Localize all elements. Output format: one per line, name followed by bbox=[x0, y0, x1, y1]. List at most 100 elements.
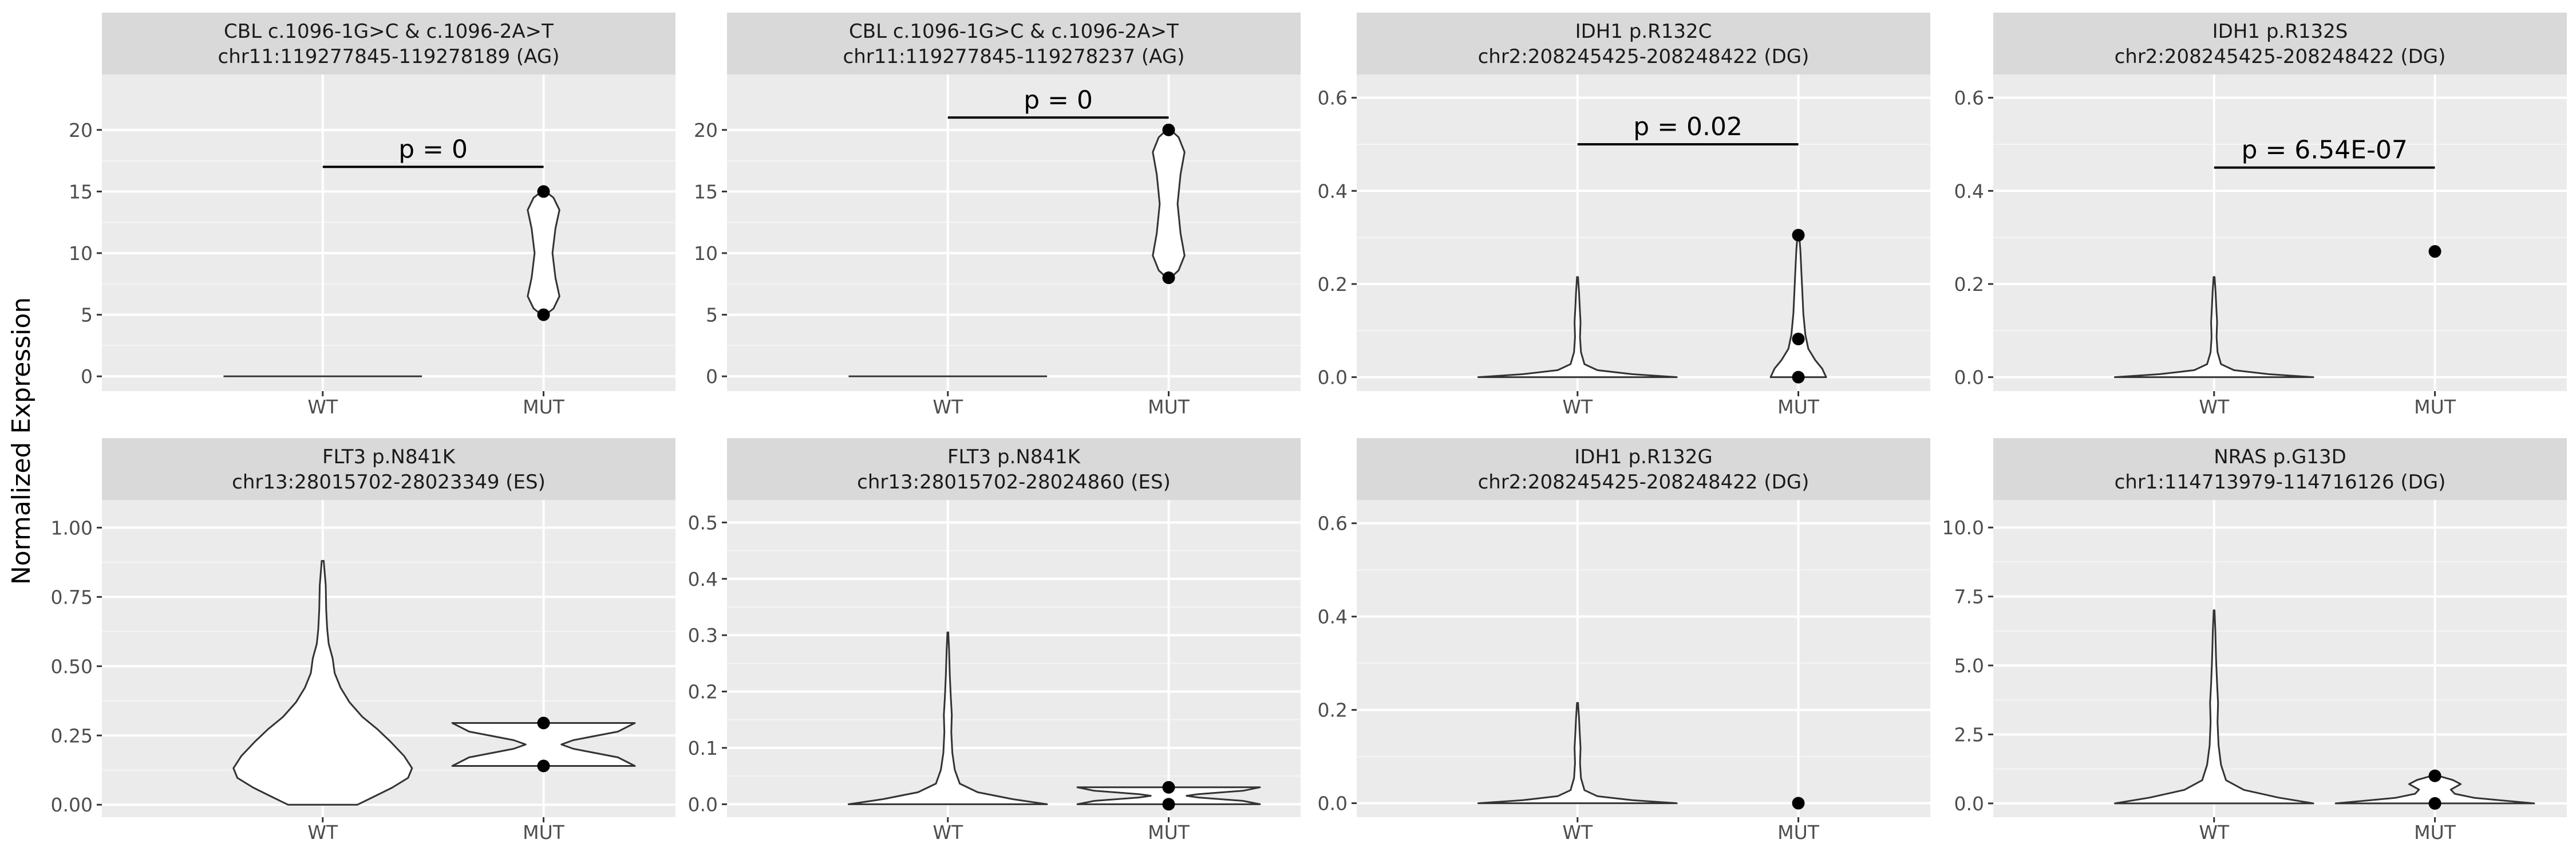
plot-background bbox=[1357, 74, 1930, 391]
facet-title-line1: IDH1 p.R132S bbox=[2212, 20, 2348, 43]
y-tick-label: 0.2 bbox=[1318, 699, 1348, 722]
y-tick-label: 0.4 bbox=[1318, 606, 1348, 628]
facet-strip bbox=[727, 438, 1301, 500]
y-tick-label: 0.6 bbox=[1954, 87, 1984, 109]
p-value-label: p = 6.54E-07 bbox=[2241, 136, 2407, 165]
y-tick-label: 15 bbox=[69, 180, 93, 203]
data-point bbox=[1162, 123, 1175, 136]
x-tick-label-mut: MUT bbox=[2414, 821, 2456, 844]
facet-title-line1: CBL c.1096-1G>C & c.1096-2A>T bbox=[849, 20, 1179, 43]
data-point bbox=[1162, 271, 1175, 285]
facet-title-line2: chr2:208245425-208248422 (DG) bbox=[1478, 45, 1809, 68]
facet-panel: FLT3 p.N841K chr13:28015702-28024860 (ES)… bbox=[688, 438, 1301, 844]
data-point bbox=[537, 308, 550, 321]
violin-wt bbox=[2113, 609, 2314, 805]
y-tick-label: 0.3 bbox=[688, 624, 718, 647]
y-tick-label: 0.0 bbox=[688, 793, 718, 815]
plot-background bbox=[727, 74, 1301, 391]
facet-strip bbox=[1993, 13, 2567, 74]
facet-strip bbox=[102, 13, 675, 74]
violin-mut bbox=[1076, 786, 1261, 805]
y-tick-label: 0.2 bbox=[1954, 273, 1984, 295]
y-tick-label: 0.2 bbox=[688, 681, 718, 703]
x-tick-label-wt: WT bbox=[2199, 821, 2230, 844]
y-tick-label: 0.6 bbox=[1318, 513, 1348, 535]
facet-title-line1: IDH1 p.R132G bbox=[1574, 446, 1712, 468]
violin-wt bbox=[232, 559, 413, 806]
y-tick-label: 20 bbox=[694, 119, 718, 141]
y-tick-label: 20 bbox=[69, 119, 93, 141]
facet-title-line1: FLT3 p.N841K bbox=[947, 446, 1081, 468]
data-point bbox=[537, 185, 550, 198]
x-tick-label-wt: WT bbox=[307, 396, 338, 418]
violin-wt bbox=[847, 631, 1048, 805]
facet-title-line2: chr2:208245425-208248422 (DG) bbox=[1478, 471, 1809, 494]
p-value-label: p = 0 bbox=[398, 135, 468, 164]
violin-mut bbox=[451, 722, 636, 767]
plot-background bbox=[727, 500, 1301, 817]
facet-strip bbox=[1357, 438, 1930, 500]
y-tick-label: 0.4 bbox=[1318, 180, 1348, 202]
y-tick-label: 0.0 bbox=[1318, 793, 1348, 815]
y-tick-label: 0.6 bbox=[1318, 87, 1348, 109]
y-tick-label: 0.1 bbox=[688, 737, 718, 759]
plot-background bbox=[1993, 74, 2567, 391]
plot-background bbox=[102, 74, 675, 391]
facet-title-line2: chr2:208245425-208248422 (DG) bbox=[2115, 45, 2446, 68]
data-point bbox=[1792, 371, 1805, 384]
y-tick-label: 0.2 bbox=[1318, 273, 1348, 295]
facet-panel: CBL c.1096-1G>C & c.1096-2A>Tchr11:11927… bbox=[69, 13, 675, 418]
y-tick-label: 1.00 bbox=[51, 517, 93, 539]
data-point bbox=[537, 759, 550, 773]
y-tick-label: 0 bbox=[81, 365, 93, 388]
y-tick-label: 0.50 bbox=[51, 655, 93, 677]
facet-strip bbox=[727, 13, 1301, 74]
data-point bbox=[537, 716, 550, 730]
x-tick-label-wt: WT bbox=[307, 821, 338, 844]
y-tick-label: 15 bbox=[694, 180, 718, 203]
violin-wt bbox=[2113, 276, 2314, 379]
violin-wt bbox=[1477, 276, 1678, 379]
x-tick-label-mut: MUT bbox=[1777, 396, 1820, 418]
y-tick-label: 2.5 bbox=[1954, 723, 1984, 746]
y-tick-label: 0.0 bbox=[1318, 367, 1348, 389]
data-point bbox=[1162, 781, 1175, 794]
y-tick-label: 5.0 bbox=[1954, 655, 1984, 677]
y-tick-label: 5 bbox=[706, 304, 718, 326]
y-tick-label: 10 bbox=[694, 242, 718, 265]
p-value-label: p = 0 bbox=[1024, 85, 1093, 115]
facet-title-line1: CBL c.1096-1G>C & c.1096-2A>T bbox=[224, 20, 554, 43]
y-tick-label: 0.4 bbox=[688, 568, 718, 590]
data-point bbox=[2428, 769, 2441, 782]
y-tick-label: 10.0 bbox=[1942, 517, 1984, 539]
data-point bbox=[1792, 228, 1805, 242]
y-tick-label: 0.5 bbox=[688, 511, 718, 534]
x-tick-label-wt: WT bbox=[933, 821, 963, 844]
y-tick-label: 0.0 bbox=[1954, 793, 1984, 815]
violin-wt bbox=[1477, 702, 1678, 805]
facet-title-line2: chr11:119277845-119278237 (AG) bbox=[843, 45, 1185, 68]
y-tick-label: 0.75 bbox=[51, 586, 93, 608]
y-tick-label: 10 bbox=[69, 242, 93, 265]
facet-title-line1: NRAS p.G13D bbox=[2214, 446, 2346, 468]
x-tick-label-wt: WT bbox=[2199, 396, 2230, 418]
facet-strip bbox=[102, 438, 675, 500]
x-tick-label-mut: MUT bbox=[523, 821, 565, 844]
facet-title-line2: chr11:119277845-119278189 (AG) bbox=[218, 45, 560, 68]
data-point bbox=[1792, 332, 1805, 345]
facet-title-line1: IDH1 p.R132C bbox=[1575, 20, 1712, 43]
plot-background bbox=[1357, 500, 1930, 817]
facet-strip bbox=[1357, 13, 1930, 74]
y-tick-label: 0.0 bbox=[1954, 367, 1984, 389]
facet-strip bbox=[1993, 438, 2567, 500]
facet-panel: FLT3 p.N841K chr13:28015702-28023349 (ES)… bbox=[51, 438, 675, 844]
facet-panel: NRAS p.G13D chr1:114713979-114716126 (DG)… bbox=[1942, 438, 2567, 844]
y-tick-label: 5 bbox=[81, 304, 93, 326]
x-tick-label-wt: WT bbox=[1562, 396, 1593, 418]
panel-grid: CBL c.1096-1G>C & c.1096-2A>Tchr11:11927… bbox=[51, 13, 2567, 844]
y-axis-label: Normalized Expression bbox=[7, 297, 36, 585]
data-point bbox=[2428, 797, 2441, 810]
